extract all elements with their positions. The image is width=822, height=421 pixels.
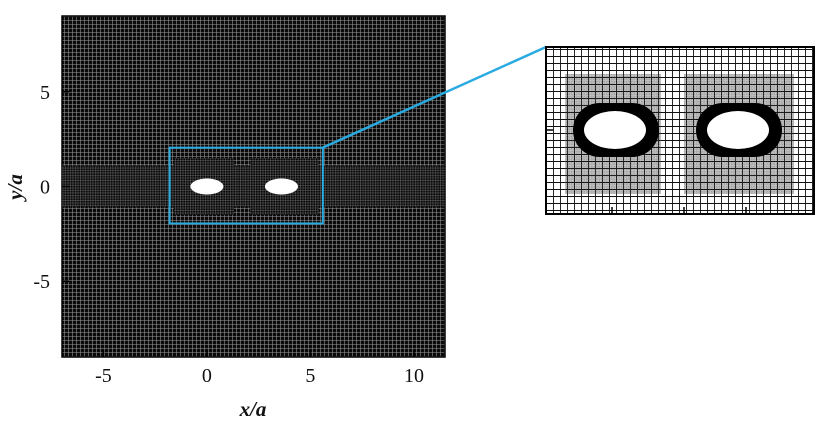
x-tick-label: 10 xyxy=(404,365,424,387)
inset-ticks xyxy=(546,129,747,214)
inset-ellipse-1 xyxy=(584,111,646,149)
mesh-plot: -5 0 5 10 -5 0 5 x/a y/a xyxy=(3,15,446,421)
y-tick-label: -5 xyxy=(33,271,50,293)
y-tick-label: 0 xyxy=(40,177,50,199)
x-tick-label: 0 xyxy=(202,365,212,387)
zoom-region-box xyxy=(168,146,324,225)
inset-ellipse-2 xyxy=(707,111,769,149)
x-axis-ticks: -5 0 5 10 xyxy=(95,350,424,387)
y-axis-label: y/a xyxy=(3,174,27,203)
x-tick-label: 5 xyxy=(305,365,315,387)
ellipse-body xyxy=(264,178,299,195)
y-axis-ticks: -5 0 5 xyxy=(33,82,69,293)
mesh-refinement xyxy=(62,158,445,215)
zoom-connector-line xyxy=(322,45,547,149)
ellipse-bodies xyxy=(190,178,299,195)
x-tick-label: -5 xyxy=(95,365,112,387)
x-axis-label: x/a xyxy=(239,397,267,421)
zoom-inset xyxy=(545,46,815,215)
ellipse-body xyxy=(190,178,224,195)
y-tick-label: 5 xyxy=(40,82,50,104)
